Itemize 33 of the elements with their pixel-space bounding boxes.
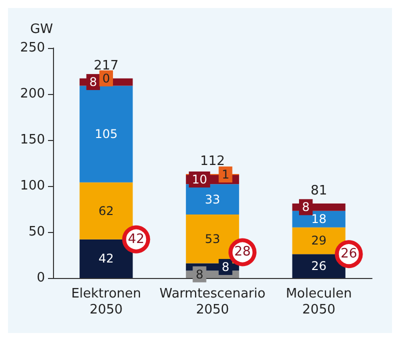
data-label: 26 [311,259,326,274]
data-label: 10 [192,172,208,187]
data-label: 28 [234,244,251,260]
y-tick-label: 0 [36,270,45,286]
data-label: 18 [311,212,326,226]
total-label: 81 [310,183,328,198]
y-axis-title: GW [30,22,54,37]
total-label: 217 [94,58,119,74]
data-label: 8 [302,200,310,214]
data-label: 42 [128,232,144,247]
x-tick-label: Moleculen 2050 [286,286,352,318]
data-label: 33 [204,192,220,206]
bar [80,86,133,182]
bar [186,184,240,215]
data-label: 29 [311,234,326,248]
data-label: 1 [222,168,230,182]
y-tick-label: 250 [20,40,45,56]
data-label: 8 [196,267,204,282]
data-label: 42 [98,252,114,266]
data-label: 8 [89,75,97,90]
data-label: 8 [222,260,230,274]
y-tick-label: 150 [20,132,45,148]
data-label: 105 [94,127,118,142]
x-tick-label: Warmtescenario 2050 [160,286,266,318]
x-tick-label: Elektronen 2050 [71,286,142,318]
data-label: 53 [204,232,220,246]
data-label: 26 [340,246,358,262]
y-tick-label: 100 [20,178,45,194]
total-label: 112 [200,154,225,170]
y-tick-label: 50 [28,224,45,240]
data-label: 62 [98,204,114,218]
y-tick-label: 200 [20,86,45,102]
data-label: 0 [102,71,110,86]
